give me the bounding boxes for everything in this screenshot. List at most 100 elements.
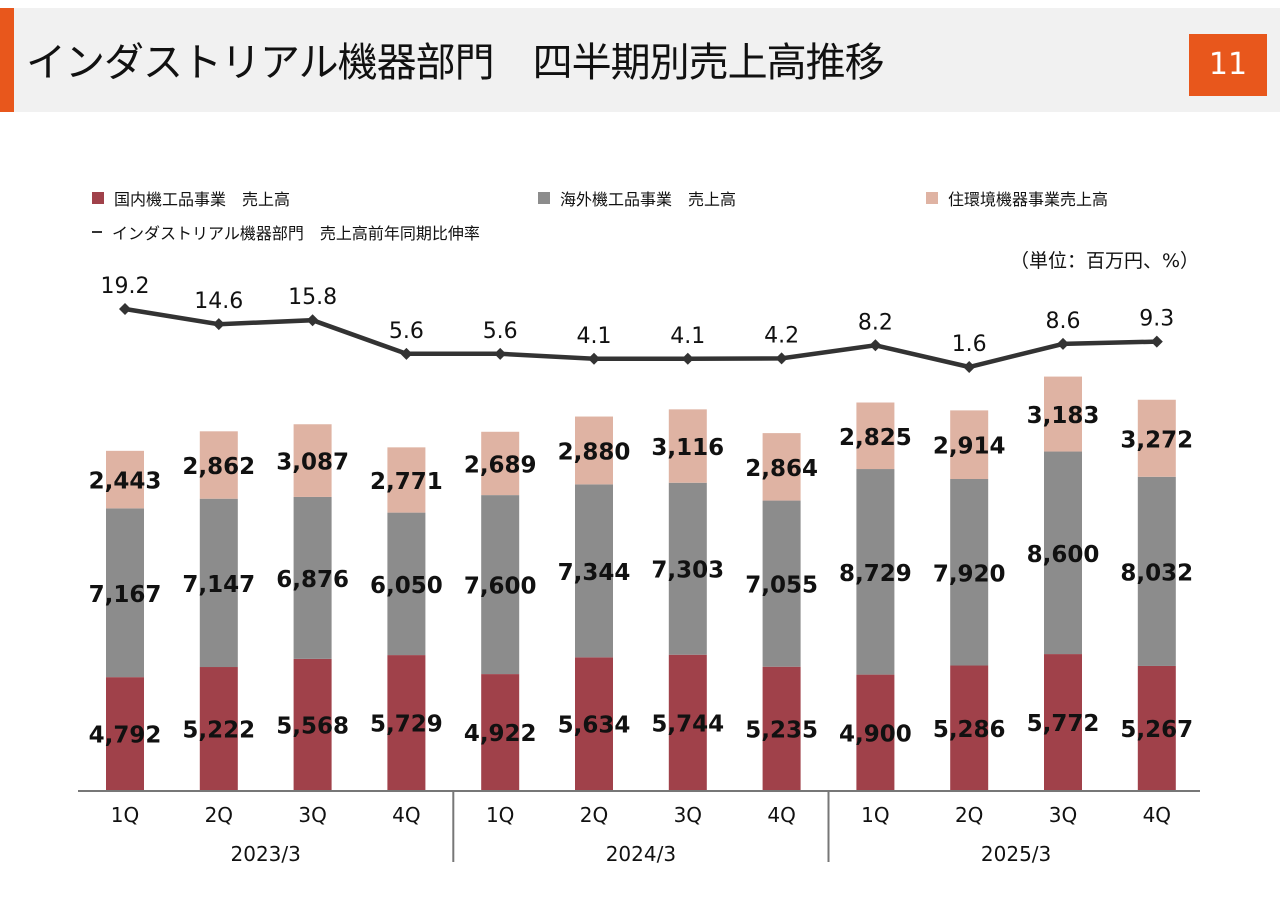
data-label-overseas: 8,032 [1120,560,1193,586]
growth-point [775,352,788,365]
header-bar [0,8,1280,112]
growth-point [869,339,882,352]
data-label-housing: 3,183 [1027,403,1100,429]
bar-domestic [575,657,613,790]
bar-overseas [668,482,707,655]
growth-label: 1.6 [952,332,987,357]
bar-housing [762,433,801,501]
bar-domestic [856,674,895,790]
bar-overseas [1137,476,1176,666]
legend-dash-growth [92,231,102,233]
data-label-domestic: 5,286 [933,717,1006,743]
bar-domestic [1137,665,1176,790]
data-label-domestic: 4,900 [839,721,912,747]
growth-point [400,347,413,360]
bar-housing [856,402,895,470]
bar-overseas [950,478,989,666]
data-label-overseas: 6,050 [370,573,443,599]
growth-point [1057,337,1069,350]
growth-point [1150,335,1163,348]
bar-domestic [481,674,520,790]
growth-point [494,347,507,360]
growth-label: 4.2 [764,323,799,348]
bar-overseas [106,508,144,678]
legend-swatch-housing [926,192,938,204]
bar-housing [668,409,707,483]
data-label-overseas: 8,600 [1027,542,1100,568]
bar-overseas [293,496,332,659]
growth-point [212,318,225,331]
x-tick-label: 2Q [580,803,608,827]
data-label-housing: 2,864 [745,456,818,482]
x-tick-label: 4Q [767,803,795,827]
bar-housing [950,410,989,479]
group-label: 2025/3 [981,842,1051,866]
legend-item-housing: 住環境機器事業売上高 [926,186,1108,210]
data-label-housing: 2,443 [89,469,162,495]
data-label-domestic: 4,922 [464,721,537,747]
data-label-overseas: 7,167 [89,582,162,608]
data-label-domestic: 5,744 [651,711,724,737]
data-label-housing: 2,880 [558,439,631,465]
growth-label: 4.1 [577,324,612,349]
growth-label: 5.6 [483,319,518,344]
bar-domestic [106,677,144,790]
data-label-overseas: 6,876 [276,567,349,593]
data-label-housing: 3,116 [651,435,724,461]
data-label-housing: 2,689 [464,452,537,478]
data-label-overseas: 7,344 [558,560,631,586]
legend-item-growth: インダストリアル機器部門 売上高前年同期比伸率 [92,220,480,244]
page-number-badge: 11 [1189,34,1267,96]
data-label-overseas: 7,055 [745,573,818,599]
bar-housing [106,450,144,509]
data-label-domestic: 5,634 [558,713,631,739]
growth-label: 5.6 [389,319,424,344]
data-label-housing: 3,087 [276,450,349,476]
legend-swatch-domestic [92,192,104,204]
bar-overseas [762,500,801,667]
data-label-housing: 2,825 [839,425,912,451]
data-label-domestic: 5,568 [276,713,349,739]
data-label-domestic: 5,267 [1120,717,1193,743]
bar-domestic [1044,654,1082,790]
x-tick-label: 1Q [861,803,889,827]
bar-housing [293,424,332,497]
data-label-domestic: 5,772 [1027,711,1100,737]
legend-label-domestic: 国内機工品事業 売上高 [114,190,291,209]
x-tick-label: 4Q [392,803,420,827]
bar-overseas [1044,451,1082,655]
bar-domestic [387,655,426,790]
data-label-housing: 2,914 [933,434,1006,460]
bar-housing [387,447,426,513]
group-label: 2024/3 [606,842,676,866]
bar-domestic [668,654,707,790]
bar-housing [199,431,238,499]
data-label-overseas: 7,303 [651,558,724,584]
bar-domestic [950,665,989,790]
data-label-overseas: 7,600 [464,574,537,600]
data-label-housing: 2,862 [182,454,255,480]
growth-point [119,303,131,315]
data-label-housing: 2,771 [370,469,443,495]
data-label-domestic: 5,235 [745,717,818,743]
x-tick-label: 3Q [1049,803,1077,827]
bar-domestic [293,658,332,790]
legend-item-overseas: 海外機工品事業 売上高 [538,186,736,210]
growth-label: 14.6 [194,289,243,314]
growth-label: 4.1 [670,324,705,349]
growth-line [124,306,1157,370]
x-tick-label: 1Q [111,803,139,827]
data-label-overseas: 7,147 [182,572,255,598]
bar-overseas [575,484,613,658]
group-label: 2023/3 [231,842,301,866]
data-label-housing: 3,272 [1120,427,1193,453]
data-label-domestic: 4,792 [89,723,162,749]
x-tick-label: 2Q [205,803,233,827]
x-tick-label: 3Q [298,803,326,827]
page-title: インダストリアル機器部門 四半期別売上高推移 [26,40,885,86]
bar-housing [1137,399,1176,477]
bar-housing [575,416,613,485]
legend-label-growth: インダストリアル機器部門 売上高前年同期比伸率 [112,224,480,243]
bar-housing [1044,376,1082,452]
